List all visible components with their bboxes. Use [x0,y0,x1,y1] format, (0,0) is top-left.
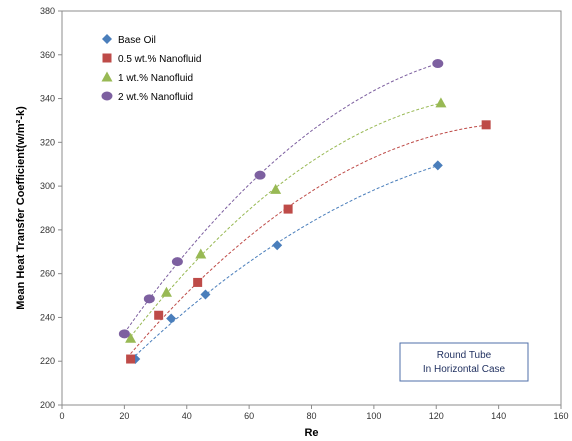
tick-labels: 0 20 40 60 80 100 120 140 160 200 220 240 260 280 300 3… [40,6,569,421]
data-point-series-3 [435,97,447,108]
data-point-series-4 [143,294,155,304]
trendline-series-2 [130,124,487,355]
data-markers [118,59,491,365]
y-tick-label: 380 [40,6,55,16]
annotation-box: Round Tube In Horizontal Case [399,342,529,382]
data-point-series-1 [272,240,283,251]
data-point-series-3 [195,248,207,259]
data-point-series-4 [171,257,183,267]
data-point-series-1 [200,289,211,300]
legend-label-series-1: Base Oil [118,35,156,46]
data-point-series-4 [118,329,130,339]
data-point-series-2 [283,204,293,214]
annotation-line-2: In Horizontal Case [423,364,506,375]
data-point-series-4 [254,170,266,180]
x-tick-label: 60 [244,411,254,421]
y-tick-label: 280 [40,225,55,235]
data-point-series-3 [270,183,282,194]
legend-label-series-4: 2 wt.% Nanofluid [118,92,193,103]
x-tick-label: 160 [553,411,568,421]
data-point-series-2 [154,310,164,320]
x-tick-label: 0 [59,411,64,421]
data-point-series-3 [160,286,172,297]
x-tick-label: 80 [306,411,316,421]
y-tick-label: 320 [40,137,55,147]
legend-label-series-2: 0.5 wt.% Nanofluid [118,54,201,65]
y-tick-label: 240 [40,312,55,322]
legend-marker-series-2 [102,53,112,63]
x-tick-label: 120 [429,411,444,421]
trendline-series-3 [130,102,442,338]
y-tick-label: 220 [40,356,55,366]
annotation-line-1: Round Tube [437,350,492,361]
data-point-series-2 [193,277,203,287]
data-point-series-3 [125,332,137,343]
data-point-series-4 [432,59,444,69]
x-tick-label: 100 [366,411,381,421]
y-tick-label: 340 [40,94,55,104]
legend-marker-series-1 [102,34,112,44]
y-tick-label: 300 [40,181,55,191]
x-tick-label: 20 [119,411,129,421]
data-point-series-2 [481,120,491,130]
data-point-series-1 [166,313,177,324]
y-axis-label: Mean Heat Transfer Coefficient(w/m²-k) [15,106,27,310]
legend: Base Oil 0.5 wt.% Nanofluid 1 wt.% Nanoflu… [101,34,201,103]
data-point-series-2 [126,354,136,364]
x-tick-label: 140 [491,411,506,421]
x-tick-label: 40 [182,411,192,421]
y-tick-label: 360 [40,50,55,60]
data-point-series-1 [432,160,443,171]
y-tick-label: 200 [40,400,55,410]
legend-label-series-3: 1 wt.% Nanofluid [118,73,193,84]
y-tick-label: 260 [40,269,55,279]
legend-marker-series-4 [101,91,113,101]
x-axis-label: Re [304,427,318,439]
legend-marker-series-3 [101,71,113,82]
trendline-series-1 [134,165,438,357]
